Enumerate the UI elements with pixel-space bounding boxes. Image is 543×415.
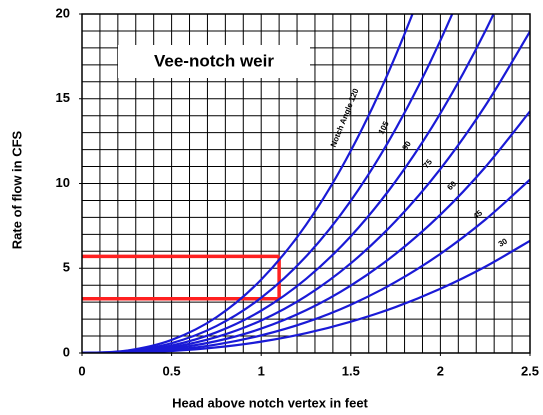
reading-lines [82, 254, 281, 301]
x-tick-label: 2 [437, 363, 444, 378]
title-box [118, 45, 310, 78]
x-tick-label: 1.5 [342, 363, 360, 378]
y-tick-label: 15 [56, 90, 70, 105]
x-tick-label: 2.5 [521, 363, 539, 378]
curve-label: 60 [445, 179, 458, 192]
curve [82, 14, 414, 353]
y-tick-label: 10 [56, 175, 70, 190]
curve [82, 178, 530, 353]
x-tick-label: 1 [258, 363, 265, 378]
curve-label: 75 [421, 157, 434, 170]
x-axis-title: Head above notch vertex in feet [172, 395, 368, 410]
curve [82, 14, 454, 353]
y-axis-title: Rate of flow in CFS [9, 130, 24, 249]
curve-label: 45 [472, 208, 485, 221]
chart-title: Vee-notch weir [154, 51, 274, 70]
curve-label: 105 [377, 119, 391, 135]
x-tick-label: 0 [78, 363, 85, 378]
x-tick-label: 0.5 [163, 363, 181, 378]
curves [82, 14, 530, 353]
curve [82, 14, 495, 353]
curve [82, 239, 530, 353]
y-tick-label: 5 [63, 260, 70, 275]
curve-label: 30 [497, 236, 510, 249]
y-tick-label: 20 [56, 5, 70, 20]
curve [82, 110, 530, 353]
y-tick-label: 0 [63, 344, 70, 359]
